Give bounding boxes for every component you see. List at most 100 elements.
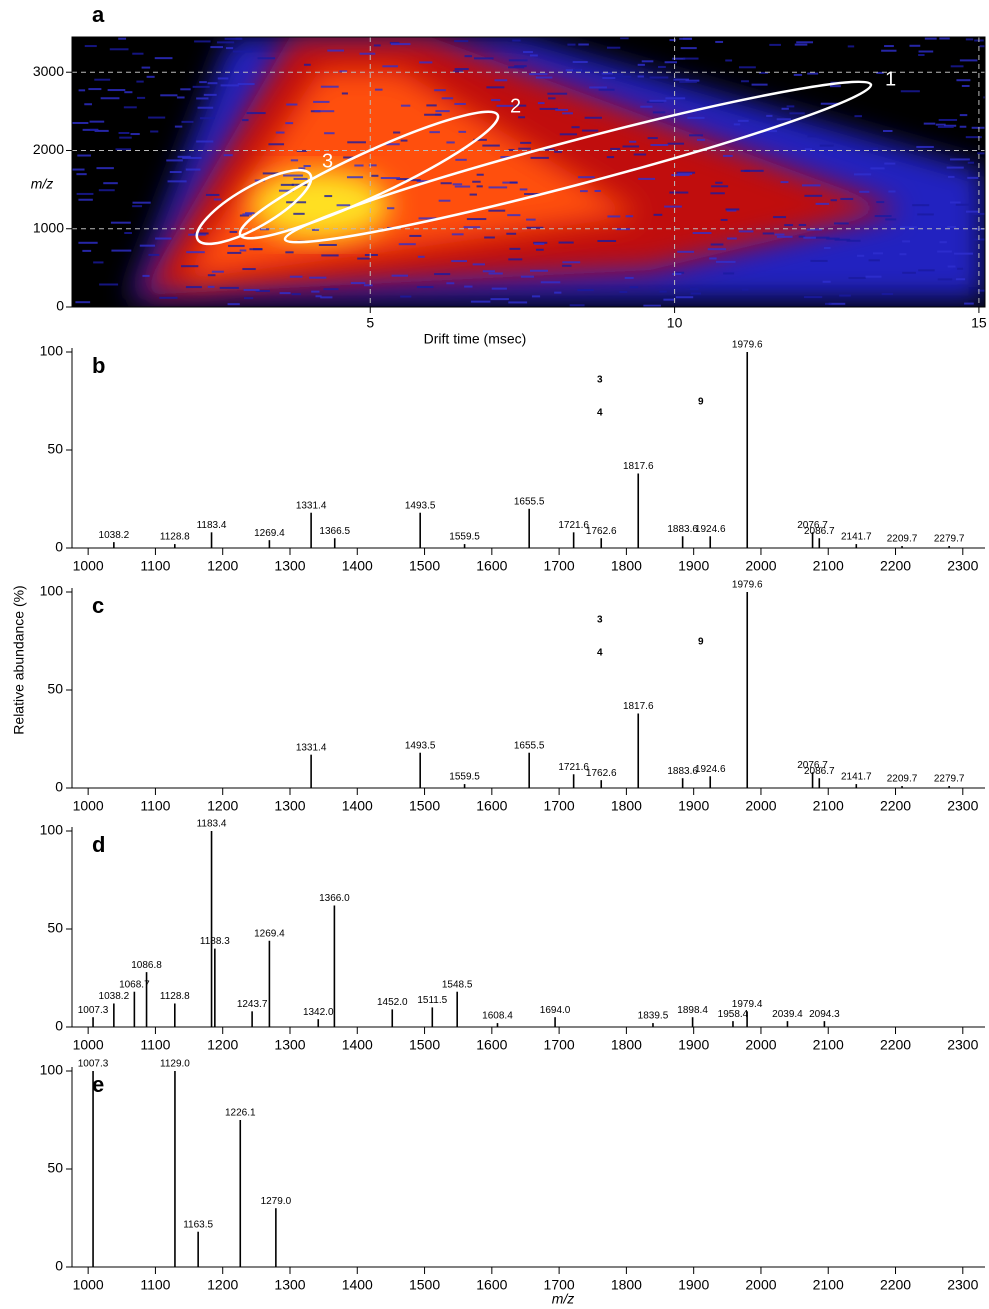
heatmap-speck: [199, 81, 207, 84]
heatmap-speck: [486, 86, 505, 89]
heatmap-speck: [488, 209, 506, 212]
heatmap-speck: [391, 274, 409, 277]
x-tick-label: 2300: [947, 1037, 978, 1053]
heatmap-speck: [794, 43, 808, 46]
heatmap-speck: [509, 247, 521, 250]
peak-label: 2279.7: [934, 534, 965, 545]
heatmap-speck: [242, 213, 252, 216]
heatmap-speck: [336, 204, 351, 207]
heatmap-speck: [727, 237, 737, 240]
peak-label: 1979.4: [732, 999, 763, 1010]
heatmap-speck: [956, 79, 971, 82]
heatmap-speck: [181, 265, 199, 268]
heatmap-speck: [810, 259, 828, 262]
heatmap-speck: [76, 173, 87, 176]
heatmap-speck: [823, 246, 831, 249]
heatmap-speck: [339, 70, 348, 73]
heatmap-speck: [242, 119, 249, 122]
peak-label: 1511.5: [417, 995, 447, 1006]
heatmap-speck: [293, 212, 305, 215]
heatmap-speck: [833, 222, 849, 225]
heatmap-speck: [130, 133, 140, 136]
peak-label: 1128.8: [160, 532, 190, 543]
heatmap-speck: [124, 91, 133, 94]
heatmap-speck: [224, 37, 243, 40]
heatmap-speck: [834, 238, 851, 241]
heatmap-speck: [490, 298, 509, 301]
y-tick-label: 0: [55, 539, 63, 555]
heatmap-speck: [562, 261, 581, 264]
heatmap-speck: [540, 281, 561, 284]
heatmap-speck: [94, 78, 111, 81]
heatmap-speck: [776, 118, 792, 121]
heatmap-speck: [766, 114, 773, 117]
heatmap-speck: [463, 226, 481, 229]
heatmap-speck: [136, 80, 144, 83]
heatmap-speck: [780, 181, 789, 184]
peak-label: 1068.7: [119, 979, 150, 990]
peak-label: 1493.5: [405, 500, 436, 511]
heatmap-speck: [530, 156, 549, 159]
heatmap-speck: [185, 168, 201, 171]
heatmap-speck: [872, 252, 883, 255]
heatmap-speck: [822, 280, 831, 283]
heatmap-speck: [313, 100, 330, 103]
heatmap-speck: [672, 57, 686, 60]
x-tick-label: 1300: [274, 1277, 305, 1293]
heatmap-speck: [741, 80, 749, 83]
heatmap-speck: [561, 264, 572, 267]
heatmap-speck: [84, 45, 97, 48]
heatmap-speck: [167, 180, 187, 183]
heatmap-speck: [679, 37, 693, 40]
heatmap-speck: [148, 253, 160, 256]
heatmap-speck: [166, 159, 183, 162]
heatmap-speck: [709, 257, 717, 260]
x-tick-label: 2000: [745, 1277, 776, 1293]
heatmap-speck: [72, 168, 85, 171]
heatmap-speck: [965, 38, 974, 41]
heatmap-speck: [918, 54, 925, 57]
heatmap-speck: [638, 177, 656, 180]
x-tick-label: 1600: [476, 558, 507, 574]
heatmap-speck: [491, 99, 501, 102]
heatmap-speck: [959, 125, 967, 128]
heatmap: [72, 37, 985, 307]
y-tick-label: 0: [55, 1258, 63, 1274]
peak-label: 1839.5: [638, 1011, 669, 1022]
heatmap-speck: [555, 108, 569, 111]
structure-number: 9: [698, 397, 704, 408]
heatmap-speck: [598, 88, 615, 91]
heatmap-speck: [88, 88, 102, 91]
heatmap-speck: [78, 241, 98, 244]
heatmap-speck: [804, 148, 813, 151]
heatmap-speck: [228, 244, 245, 247]
heatmap-speck: [223, 154, 233, 157]
heatmap-speck: [429, 131, 440, 134]
heatmap-speck: [689, 134, 703, 137]
heatmap-speck: [434, 273, 451, 276]
heatmap-speck: [947, 225, 957, 228]
heatmap-speck: [537, 102, 545, 105]
heatmap-speck: [514, 104, 527, 107]
heatmap-speck: [902, 271, 916, 274]
x-tick-label: 2300: [947, 1277, 978, 1293]
peak-label: 2279.7: [934, 774, 965, 785]
heatmap-speck: [840, 197, 854, 200]
heatmap-speck: [824, 302, 832, 305]
heatmap-speck: [949, 158, 970, 161]
peak-label: 1226.1: [225, 1108, 256, 1119]
y-axis-label: Relative abundance (%): [11, 585, 27, 734]
heatmap-speck: [548, 97, 556, 100]
heatmap-speck: [547, 92, 568, 95]
heatmap-speck: [293, 177, 308, 180]
x-tick-label: 1800: [611, 558, 642, 574]
heatmap-speck: [364, 254, 378, 257]
heatmap-speck: [220, 84, 239, 87]
heatmap-speck: [451, 233, 464, 236]
heatmap-speck: [435, 110, 450, 113]
heatmap-speck: [744, 169, 764, 172]
heatmap-speck: [559, 133, 577, 136]
heatmap-speck: [625, 215, 634, 218]
panel-letter: b: [92, 353, 105, 378]
peak-label: 1817.6: [623, 701, 654, 712]
